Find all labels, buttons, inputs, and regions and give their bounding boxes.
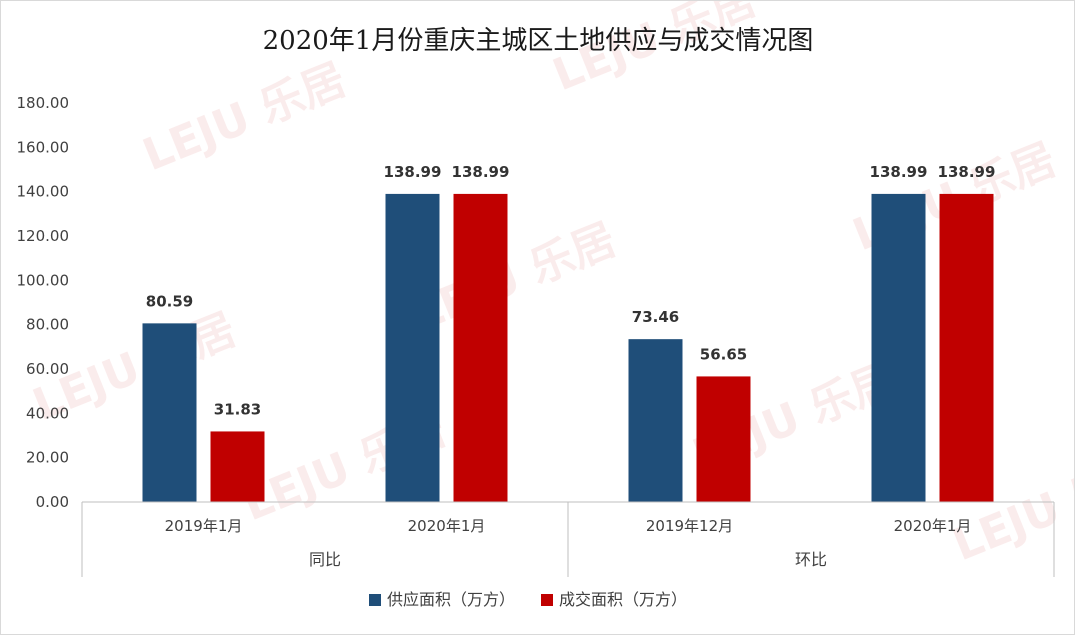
- y-tick-label: 60.00: [26, 360, 69, 378]
- bar: [453, 193, 508, 502]
- x-category-label: 2019年1月: [165, 517, 243, 535]
- bar: [939, 193, 994, 502]
- bar: [142, 323, 197, 502]
- data-label: 138.99: [452, 163, 510, 181]
- y-tick-label: 120.00: [17, 227, 70, 245]
- data-label: 138.99: [938, 163, 996, 181]
- legend: 供应面积（万方） 成交面积（万方）: [369, 590, 687, 609]
- data-label: 138.99: [870, 163, 928, 181]
- data-label: 56.65: [700, 345, 747, 363]
- legend-swatch: [541, 594, 553, 606]
- bar: [628, 339, 683, 502]
- bar: [210, 431, 265, 502]
- data-label: 138.99: [384, 163, 442, 181]
- y-tick-label: 20.00: [26, 449, 69, 467]
- watermark-text: LEJU 乐居: [136, 54, 353, 181]
- legend-swatch: [369, 594, 381, 606]
- data-label: 73.46: [632, 308, 679, 326]
- chart-title: 2020年1月份重庆主城区土地供应与成交情况图: [263, 26, 814, 56]
- legend-label: 供应面积（万方）: [387, 590, 515, 609]
- legend-label: 成交面积（万方）: [559, 590, 687, 609]
- x-group-label: 同比: [309, 550, 341, 569]
- y-tick-label: 40.00: [26, 404, 69, 422]
- x-category-label: 2019年12月: [646, 517, 733, 535]
- x-category-label: 2020年1月: [894, 517, 972, 535]
- bar: [385, 193, 440, 502]
- x-group-label: 环比: [795, 550, 827, 569]
- bars: [142, 193, 994, 502]
- y-tick-label: 180.00: [17, 94, 70, 112]
- y-tick-label: 0.00: [36, 493, 69, 511]
- y-axis: 0.00 20.00 40.00 60.00 80.00 100.00 120.00 140.…: [17, 94, 70, 511]
- data-label: 31.83: [214, 400, 261, 418]
- x-category-label: 2020年1月: [408, 517, 486, 535]
- y-tick-label: 140.00: [17, 183, 70, 201]
- y-tick-label: 80.00: [26, 316, 69, 334]
- bar: [871, 193, 926, 502]
- data-labels: 80.59 31.83 138.99 138.99 73.46 56.65 138.99 13…: [146, 163, 996, 419]
- y-tick-label: 160.00: [17, 138, 70, 156]
- y-tick-label: 100.00: [17, 271, 70, 289]
- data-label: 80.59: [146, 292, 193, 310]
- bar: [696, 376, 751, 502]
